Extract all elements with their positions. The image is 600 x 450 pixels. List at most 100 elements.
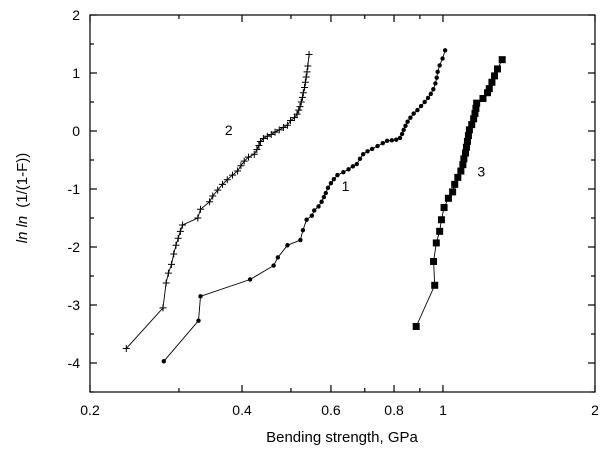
dot-marker bbox=[435, 69, 440, 75]
plus-marker bbox=[295, 106, 303, 114]
square-marker bbox=[459, 161, 467, 169]
dot-marker bbox=[357, 156, 363, 162]
plus-marker bbox=[298, 93, 306, 101]
y-tick-label: -1 bbox=[68, 181, 81, 197]
plus-marker bbox=[167, 260, 175, 268]
series-3: 3 bbox=[412, 56, 506, 330]
plus-marker bbox=[283, 121, 291, 129]
dot-marker bbox=[431, 87, 436, 92]
plus-marker bbox=[275, 126, 283, 134]
dot-marker bbox=[437, 63, 442, 68]
plus-marker bbox=[255, 142, 263, 149]
plus-marker bbox=[176, 227, 184, 235]
square-marker bbox=[430, 258, 438, 265]
dot-marker bbox=[323, 190, 328, 196]
dot-marker bbox=[369, 146, 375, 152]
dot-marker bbox=[304, 217, 309, 222]
plus-marker bbox=[174, 234, 182, 242]
dot-marker bbox=[350, 164, 356, 169]
dot-marker bbox=[442, 48, 448, 53]
dot-marker bbox=[285, 243, 290, 248]
x-tick-label: 0.4 bbox=[232, 402, 252, 418]
dot-marker bbox=[331, 176, 337, 182]
dot-marker bbox=[418, 103, 424, 109]
x-tick-label: 2 bbox=[591, 402, 599, 418]
plus-marker bbox=[301, 84, 309, 91]
square-marker bbox=[454, 173, 462, 181]
plus-marker bbox=[296, 103, 304, 111]
square-marker bbox=[498, 56, 506, 64]
square-marker bbox=[491, 72, 499, 80]
dot-marker bbox=[397, 135, 403, 141]
series-layer: 2 1 3 bbox=[122, 48, 506, 364]
dot-marker bbox=[196, 318, 201, 323]
plot-frame bbox=[89, 14, 596, 393]
x-axis-title: Bending strength, GPa bbox=[266, 429, 418, 446]
plus-marker bbox=[159, 304, 167, 312]
plus-marker bbox=[279, 124, 287, 132]
dot-marker bbox=[312, 208, 317, 213]
plus-marker bbox=[263, 132, 271, 140]
square-marker bbox=[472, 104, 480, 112]
plus-marker bbox=[164, 269, 172, 277]
series-2-line bbox=[125, 54, 310, 349]
square-marker bbox=[465, 126, 473, 134]
y-tick-label: 0 bbox=[72, 123, 80, 139]
plus-marker bbox=[237, 162, 245, 170]
dot-marker bbox=[403, 123, 408, 128]
series-label-3: 3 bbox=[477, 164, 485, 180]
dot-marker bbox=[389, 138, 395, 143]
plus-marker bbox=[206, 198, 214, 206]
y-tick-label: -3 bbox=[68, 297, 81, 313]
dot-marker bbox=[408, 115, 413, 120]
dot-marker bbox=[161, 359, 166, 364]
y-axis-title-rest: (1/(1-F)) bbox=[14, 153, 31, 208]
dot-marker bbox=[411, 111, 416, 116]
plus-marker bbox=[196, 205, 204, 213]
series-1: 1 bbox=[161, 48, 448, 364]
plus-marker bbox=[219, 180, 227, 188]
plus-marker bbox=[209, 192, 217, 200]
dot-marker bbox=[440, 56, 445, 61]
plus-marker bbox=[245, 153, 253, 161]
square-marker bbox=[479, 95, 487, 103]
dot-marker bbox=[360, 152, 366, 157]
square-marker bbox=[493, 65, 501, 73]
y-axis-title: ln ln (1/(1-F)) bbox=[14, 153, 31, 244]
plus-marker bbox=[122, 345, 130, 352]
square-marker bbox=[468, 121, 476, 129]
dot-marker bbox=[375, 143, 380, 149]
plus-marker bbox=[267, 130, 275, 138]
dot-marker bbox=[309, 213, 315, 218]
square-marker bbox=[412, 322, 420, 330]
dot-marker bbox=[422, 99, 427, 105]
dot-marker bbox=[394, 137, 399, 142]
dot-marker bbox=[321, 194, 327, 200]
x-tick-label: 1 bbox=[439, 402, 447, 418]
dot-marker bbox=[346, 167, 351, 172]
square-marker bbox=[485, 85, 493, 93]
series-label-2: 2 bbox=[225, 122, 233, 138]
plus-marker bbox=[170, 250, 178, 258]
axis-tick-labels: 0.2 0.4 0.6 0.8 1 2 -4 -3 -2 -1 0 1 2 bbox=[68, 7, 600, 418]
plus-marker bbox=[172, 241, 180, 249]
dot-marker bbox=[434, 75, 439, 80]
square-marker bbox=[457, 167, 465, 175]
dot-marker bbox=[247, 277, 253, 282]
axis-ticks bbox=[89, 14, 596, 393]
square-marker bbox=[444, 194, 452, 202]
y-tick-label: 2 bbox=[72, 7, 80, 23]
plus-marker bbox=[293, 110, 301, 118]
plus-marker bbox=[162, 279, 170, 287]
plus-marker bbox=[259, 135, 267, 143]
plus-marker bbox=[214, 186, 222, 194]
square-marker bbox=[440, 204, 448, 212]
square-marker bbox=[451, 180, 459, 188]
plus-marker bbox=[234, 167, 242, 175]
square-marker bbox=[461, 149, 469, 157]
plus-marker bbox=[256, 137, 264, 145]
plus-marker bbox=[240, 157, 248, 165]
square-marker bbox=[432, 239, 440, 247]
plus-marker bbox=[228, 171, 236, 179]
